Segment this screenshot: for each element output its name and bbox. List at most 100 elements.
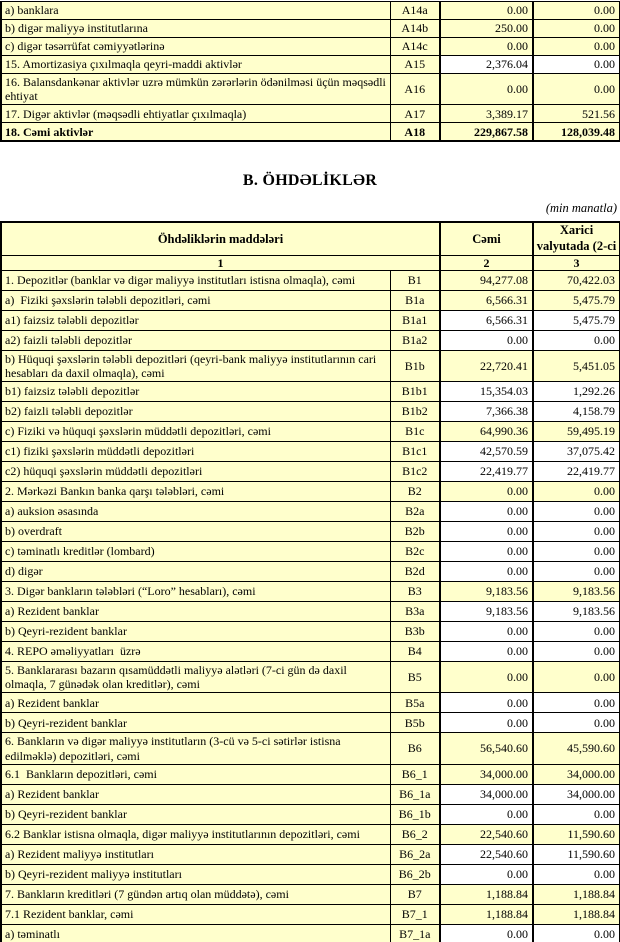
row-code: B1c2 — [389, 461, 441, 483]
row-label: c) Fiziki və hüquqi şəxslərin müddətli d… — [0, 421, 391, 443]
row-label: c1) fiziki şəxslərin müddətli depozitlər… — [0, 441, 391, 463]
table-row: c) digər təsərrüfat cəmiyyətlərinə A14c 0.… — [0, 37, 620, 56]
row-total-value: 0.00 — [439, 712, 534, 734]
table-row: a2) faizli tələbli depozitlər B1a2 0.00 0.0… — [0, 329, 620, 351]
row-code: A15 — [389, 55, 441, 74]
row-total-value: 94,277.08 — [439, 269, 534, 291]
row-code: A18 — [389, 122, 441, 142]
row-code: B2c — [389, 541, 441, 563]
row-total-value: 22,419.77 — [439, 461, 534, 483]
header-fx-label: Xarici valyutada (2-ci — [532, 221, 620, 256]
row-total-value: 0.00 — [439, 692, 534, 714]
row-foreign-currency-value: 4,158.79 — [532, 401, 620, 423]
table-row: b) Hüquqi şəxslərin tələbli depozitləri … — [0, 349, 620, 383]
row-total-value: 42,570.59 — [439, 441, 534, 463]
row-total-value: 64,990.36 — [439, 421, 534, 443]
row-label: a) Rezident banklar — [0, 601, 391, 623]
row-code: B7_1a — [389, 923, 441, 942]
row-foreign-currency-value: 59,495.19 — [532, 421, 620, 443]
row-foreign-currency-value: 5,475.79 — [532, 289, 620, 311]
table-row: c) təminatlı kreditlər (lombard) B2c 0.00 0… — [0, 541, 620, 563]
row-code: B5 — [389, 661, 441, 694]
row-code: B6_2 — [389, 823, 441, 845]
table-row: 7. Bankların kreditləri (7 gündən artıq … — [0, 883, 620, 905]
row-foreign-currency-value: 0.00 — [532, 501, 620, 523]
table-row: b1) faizsiz tələbli depozitlər B1b1 15,354… — [0, 381, 620, 403]
table-row: 3. Digər bankların tələbləri (“Loro” hes… — [0, 581, 620, 603]
table-row: a) Rezident banklar B3a 9,183.56 9,183.56 — [0, 601, 620, 623]
row-code: A17 — [389, 104, 441, 124]
row-label: c) təminatlı kreditlər (lombard) — [0, 541, 391, 563]
row-code: B4 — [389, 641, 441, 663]
table-row: a) təminatlı B7_1a 0.00 0.00 — [0, 923, 620, 942]
row-label: b2) faizli tələbli depozitlər — [0, 401, 391, 423]
row-total-value: 34,000.00 — [439, 783, 534, 805]
row-foreign-currency-value: 0.00 — [532, 641, 620, 663]
row-foreign-currency-value: 0.00 — [532, 561, 620, 583]
table-row: b2) faizli tələbli depozitlər B1b2 7,366.3… — [0, 401, 620, 423]
row-code: B5b — [389, 712, 441, 734]
row-foreign-currency-value: 34,000.00 — [532, 763, 620, 785]
table-row: b) Qeyri-rezident banklar B3b 0.00 0.00 — [0, 621, 620, 643]
table-row: b) digər maliyyə institutlarına A14b 250.0… — [0, 19, 620, 38]
header-row: Öhdəliklərin maddələri Cəmi Xarici valyu… — [0, 221, 620, 256]
row-foreign-currency-value: 0.00 — [532, 329, 620, 351]
row-label: 15. Amortizasiya çıxılmaqla qeyri-maddi … — [0, 55, 391, 74]
liabilities-table: Öhdəliklərin maddələri Cəmi Xarici valyu… — [0, 221, 620, 942]
row-total-value: 250.00 — [439, 19, 534, 38]
table-row: 6. Bankların və digər maliyyə institutla… — [0, 732, 620, 765]
row-foreign-currency-value: 34,000.00 — [532, 783, 620, 805]
row-code: B5a — [389, 692, 441, 714]
table-row: b) overdraft B2b 0.00 0.00 — [0, 521, 620, 543]
row-total-value: 22,540.60 — [439, 843, 534, 865]
table-row: b) Qeyri-rezident maliyyə institutları B6… — [0, 863, 620, 885]
row-foreign-currency-value: 1,292.26 — [532, 381, 620, 403]
row-label: c) digər təsərrüfat cəmiyyətlərinə — [0, 37, 391, 56]
row-total-value: 0.00 — [439, 661, 534, 694]
row-total-value: 22,540.60 — [439, 823, 534, 845]
row-label: a) Rezident banklar — [0, 783, 391, 805]
row-code: B1b2 — [389, 401, 441, 423]
row-total-value: 0.00 — [439, 481, 534, 503]
row-code: B6_2a — [389, 843, 441, 865]
table-row: d) digər B2d 0.00 0.00 — [0, 561, 620, 583]
table-row: a) auksion əsasında B2a 0.00 0.00 — [0, 501, 620, 523]
row-label: b) Hüquqi şəxslərin tələbli depozitləri … — [0, 349, 391, 383]
row-label: 17. Digər aktivlər (məqsədli ehtiyatlar … — [0, 104, 391, 124]
table-row: a) banklara A14a 0.00 0.00 — [0, 1, 620, 20]
row-label: b1) faizsiz tələbli depozitlər — [0, 381, 391, 403]
row-total-value: 229,867.58 — [439, 122, 534, 142]
row-label: b) Qeyri-rezident banklar — [0, 803, 391, 825]
row-foreign-currency-value: 0.00 — [532, 621, 620, 643]
row-code: A14a — [389, 1, 441, 20]
row-label: 6.1 Bankların depozitləri, cəmi — [0, 763, 391, 785]
row-total-value: 22,720.41 — [439, 349, 534, 383]
row-code: B6_2b — [389, 863, 441, 885]
row-foreign-currency-value: 11,590.60 — [532, 823, 620, 845]
column-numbers-row: 1 2 3 — [0, 254, 620, 271]
row-label: a2) faizli tələbli depozitlər — [0, 329, 391, 351]
row-label: a) banklara — [0, 1, 391, 20]
row-label: 1. Depozitlər (banklar və digər maliyyə … — [0, 269, 391, 291]
table-row: c) Fiziki və hüquqi şəxslərin müddətli d… — [0, 421, 620, 443]
row-total-value: 0.00 — [439, 521, 534, 543]
row-label: 18. Cəmi aktivlər — [0, 122, 391, 142]
row-code: B1a — [389, 289, 441, 311]
row-total-value: 0.00 — [439, 72, 534, 106]
row-label: a) Rezident maliyyə institutları — [0, 843, 391, 865]
row-foreign-currency-value: 0.00 — [532, 712, 620, 734]
row-label: a) təminatlı — [0, 923, 391, 942]
unit-note: (min manatla) — [545, 201, 617, 216]
row-label: 5. Banklararası bazarın qısamüddətli mal… — [0, 661, 391, 694]
row-label: b) Qeyri-rezident maliyyə institutları — [0, 863, 391, 885]
row-foreign-currency-value: 0.00 — [532, 541, 620, 563]
row-label: 4. REPO əməliyyatları üzrə — [0, 641, 391, 663]
row-foreign-currency-value: 0.00 — [532, 55, 620, 74]
row-total-value: 34,000.00 — [439, 763, 534, 785]
table-row: a) Rezident maliyyə institutları B6_2a 22,… — [0, 843, 620, 865]
row-total-value: 0.00 — [439, 621, 534, 643]
table-row: c1) fiziki şəxslərin müddətli depozitlər… — [0, 441, 620, 463]
row-total-value: 0.00 — [439, 501, 534, 523]
row-code: A14b — [389, 19, 441, 38]
